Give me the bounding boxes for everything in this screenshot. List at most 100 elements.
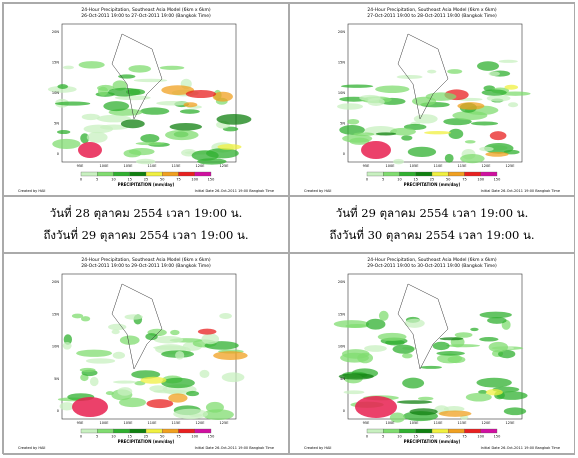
rain-area — [375, 85, 410, 93]
map-title: 24-Hour Precipitation, Southeast Asia Mo… — [367, 7, 497, 13]
lon-label: 110E — [148, 421, 157, 425]
lon-label: 115E — [458, 164, 467, 168]
map-cell: 24-Hour Precipitation, Southeast Asia Mo… — [289, 253, 575, 455]
initial-date: Initial Date 26-Oct-2011 19:00 Bangkok T… — [195, 189, 274, 193]
colorbar-tick: 5 — [382, 178, 384, 182]
colorbar-tick: 50 — [446, 435, 450, 439]
lon-label: 100E — [386, 421, 395, 425]
rain-area — [199, 369, 210, 378]
rain-area — [443, 406, 465, 412]
rain-area — [477, 61, 500, 71]
map-period: 27-Oct-2011 19:00 to 28-Oct-2011 19:00 (… — [367, 13, 497, 19]
rain-area — [146, 399, 174, 409]
colorbar-tick: 100 — [477, 435, 484, 439]
rain-area — [457, 102, 485, 110]
caption-cell: วันที่ 28 ตุลาคม 2554 เวลา 19:00 น. ถึงว… — [3, 196, 289, 253]
colorbar-tick: 25 — [144, 178, 148, 182]
colorbar-tick: 150 — [494, 178, 501, 182]
rain-area — [56, 129, 71, 135]
rain-area — [470, 121, 499, 126]
coastline — [111, 283, 163, 370]
rain-area — [488, 71, 500, 77]
rain-area — [349, 137, 370, 145]
rain-area — [375, 132, 397, 136]
rain-area — [365, 318, 386, 330]
colorbar-tick: 5 — [96, 435, 98, 439]
colorbar-swatch — [194, 428, 212, 434]
rain-area — [175, 351, 185, 360]
lon-label: 110E — [434, 164, 443, 168]
lat-label: 20N — [52, 280, 59, 284]
rain-area — [486, 94, 511, 102]
rain-area — [62, 341, 72, 350]
caption-cell: วันที่ 29 ตุลาคม 2554 เวลา 19:00 น. ถึงว… — [289, 196, 575, 253]
colorbar-swatch — [399, 428, 416, 434]
rain-area — [112, 351, 126, 359]
colorbar-tick: 75 — [176, 178, 180, 182]
rain-area — [156, 101, 190, 106]
rain-area — [340, 84, 374, 88]
lon-label: 125E — [220, 421, 229, 425]
rain-area — [79, 367, 96, 373]
caption-line: วันที่ 28 ตุลาคม 2554 เวลา 19:00 น. — [49, 206, 243, 220]
rain-area — [404, 318, 425, 328]
lat-label: 5N — [340, 377, 345, 381]
colorbar-swatch — [431, 171, 449, 177]
rain-area — [140, 107, 170, 115]
colorbar-swatch — [113, 428, 130, 434]
colorbar-tick: 0 — [80, 435, 82, 439]
colorbar-tick: 50 — [160, 435, 164, 439]
credit: Created by HAII — [18, 446, 45, 450]
rain-area — [432, 341, 450, 351]
rain-area — [436, 353, 463, 364]
rain-core — [72, 397, 108, 417]
rain-area — [489, 131, 507, 141]
rain-area — [347, 118, 360, 125]
lon-label: 120E — [196, 421, 205, 425]
rain-area — [135, 141, 165, 146]
lon-label: 125E — [506, 164, 515, 168]
rain-core — [361, 141, 391, 159]
rain-area — [52, 138, 81, 150]
colorbar-tick: 75 — [462, 178, 466, 182]
credit: Created by HAII — [304, 446, 331, 450]
colorbar-tick: 150 — [494, 435, 501, 439]
rain-area — [396, 74, 423, 79]
lon-label: 95E — [363, 164, 370, 168]
lon-label: 115E — [172, 164, 181, 168]
rain-area — [170, 329, 180, 336]
rain-area — [377, 332, 407, 341]
lat-label: 15N — [52, 312, 59, 316]
lat-label: 20N — [52, 30, 59, 34]
lon-label: 105E — [410, 164, 419, 168]
rain-area — [407, 146, 437, 157]
rain-area — [165, 129, 199, 141]
rain-area — [103, 101, 130, 112]
rain-area — [402, 377, 425, 389]
colorbar-swatch — [113, 171, 130, 177]
rain-area — [119, 397, 147, 408]
map-figure: 24-Hour Precipitation, Southeast Asia Mo… — [18, 7, 274, 193]
lat-label: 5N — [54, 377, 59, 381]
rain-area — [359, 94, 381, 101]
colorbar-tick: 5 — [382, 435, 384, 439]
rain-area — [89, 376, 99, 387]
initial-date: Initial Date 26-Oct-2011 19:00 Bangkok T… — [481, 189, 560, 193]
colorbar-swatch — [162, 428, 179, 434]
coastline — [111, 33, 163, 120]
rain-area — [173, 408, 209, 420]
rain-area — [201, 333, 220, 345]
colorbar-swatch — [194, 171, 212, 177]
colorbar-swatch — [366, 171, 384, 177]
rain-area — [86, 131, 108, 143]
lat-label: 10N — [52, 345, 59, 349]
rain-area — [496, 391, 528, 400]
lon-label: 110E — [148, 164, 157, 168]
map-figure: 24-Hour Precipitation, Southeast Asia Mo… — [18, 257, 274, 450]
rain-area — [59, 402, 75, 411]
colorbar-swatch — [464, 428, 481, 434]
lat-label: 0 — [343, 152, 345, 156]
rain-area — [339, 125, 365, 135]
rain-area — [168, 393, 188, 403]
rain-area — [161, 377, 195, 389]
